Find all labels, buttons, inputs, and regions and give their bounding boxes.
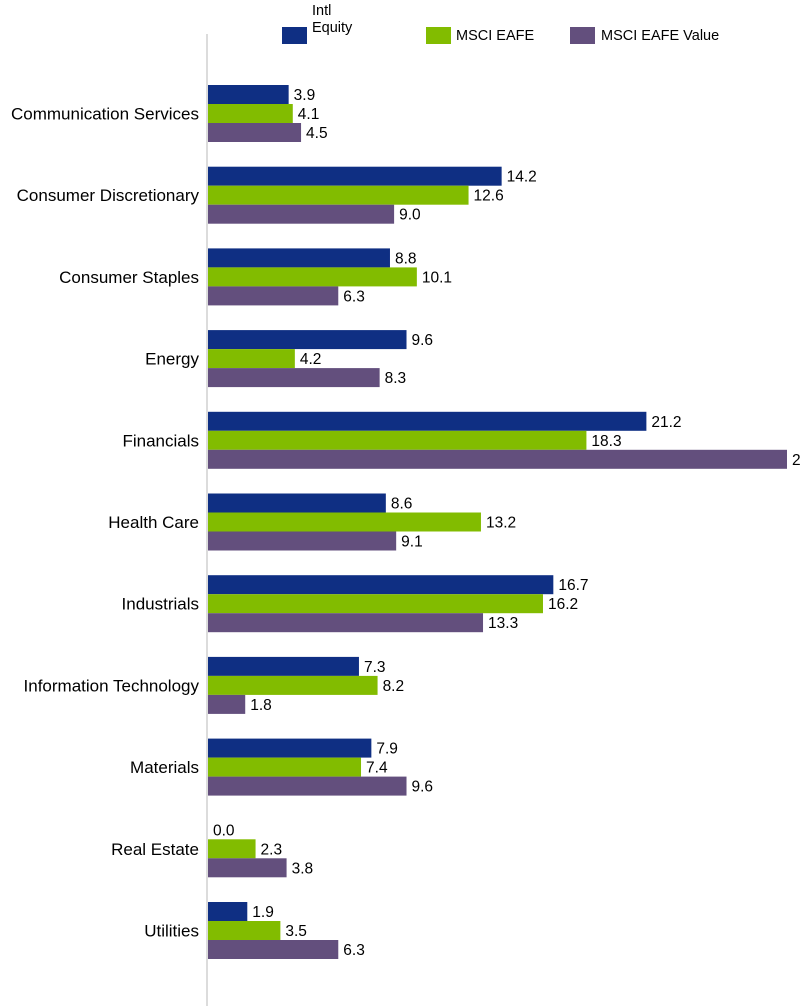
category-label: Communication Services <box>11 105 199 124</box>
value-label-intl-equity: 3.9 <box>294 87 316 104</box>
category-label: Utilities <box>144 922 199 941</box>
bar-msci-eafe-value <box>208 286 339 306</box>
bar-msci-eafe <box>208 675 378 695</box>
category-group-real-estate: Real Estate 0.0 2.3 3.8 <box>111 822 314 878</box>
category-group-communication-services: Communication Services 3.9 4.1 4.5 <box>11 85 328 142</box>
value-label-intl-equity: 8.8 <box>395 250 417 267</box>
bar-intl-equity <box>208 902 248 921</box>
value-label-msci-eafe: 16.2 <box>548 596 578 613</box>
bar-msci-eafe-value <box>208 694 246 714</box>
legend-swatch-msci-eafe-value <box>570 27 595 44</box>
legend-label-msci-eafe-value: MSCI EAFE Value <box>601 28 719 44</box>
category-label: Materials <box>130 758 199 777</box>
bar-intl-equity <box>208 493 386 513</box>
value-label-msci-eafe: 3.5 <box>285 923 307 940</box>
value-label-msci-eafe: 12.6 <box>474 188 504 205</box>
value-label-intl-equity: 21.2 <box>651 414 681 431</box>
bar-msci-eafe-value <box>208 368 380 388</box>
bar-msci-eafe-value <box>208 531 397 551</box>
bar-intl-equity <box>208 656 359 676</box>
category-group-consumer-discretionary: Consumer Discretionary 14.212.6 9.0 <box>17 166 537 224</box>
value-label-intl-equity: 0.0 <box>213 822 235 839</box>
bar-msci-eafe <box>208 185 469 205</box>
bar-msci-eafe-value <box>208 123 302 142</box>
value-label-intl-equity: 8.6 <box>391 496 413 513</box>
bar-intl-equity <box>208 411 647 431</box>
bar-msci-eafe <box>208 512 481 532</box>
bar-msci-eafe <box>208 594 543 614</box>
value-label-msci-eafe-value: 9.1 <box>401 534 423 551</box>
legend-label-intl-equity-line-1: Intl <box>312 3 331 19</box>
value-label-msci-eafe: 8.2 <box>383 678 405 695</box>
bar-msci-eafe-value <box>208 858 287 878</box>
category-label: Consumer Staples <box>59 268 199 287</box>
value-label-msci-eafe: 4.1 <box>298 106 320 123</box>
value-label-msci-eafe: 10.1 <box>422 269 452 286</box>
value-label-intl-equity: 1.9 <box>252 904 274 921</box>
value-label-intl-equity: 7.3 <box>364 659 386 676</box>
value-label-msci-eafe-value: 9.0 <box>399 207 421 224</box>
category-group-health-care: Health Care 8.6 13.2 9.1 <box>108 493 516 551</box>
value-label-msci-eafe-value: 13.3 <box>488 615 518 632</box>
value-label-msci-eafe-value: 6.3 <box>343 288 365 305</box>
bar-msci-eafe-value <box>208 940 339 959</box>
bar-msci-eafe-value <box>208 204 395 224</box>
bar-msci-eafe-value <box>208 613 484 633</box>
bar-msci-eafe <box>208 349 295 369</box>
bar-intl-equity <box>208 248 390 268</box>
value-label-intl-equity: 7.9 <box>376 741 398 758</box>
bar-intl-equity <box>208 330 407 350</box>
value-label-msci-eafe-value: 1.8 <box>250 697 272 714</box>
category-label: Energy <box>145 350 199 369</box>
category-label: Industrials <box>122 595 199 614</box>
category-label: Health Care <box>108 513 199 532</box>
bar-msci-eafe <box>208 921 281 940</box>
bar-msci-eafe <box>208 839 256 859</box>
legend-swatch-intl-equity <box>282 27 307 44</box>
category-group-industrials: Industrials 16.7 16.2 13.3 <box>122 575 589 633</box>
category-group-utilities: Utilities 1.9 3.5 6.3 <box>144 902 365 959</box>
legend-label-intl-equity-line-2: Equity <box>312 20 353 36</box>
value-label-intl-equity: 14.2 <box>507 169 537 186</box>
bar-msci-eafe-value <box>208 449 787 469</box>
bar-msci-eafe <box>208 267 417 287</box>
value-label-msci-eafe-value: 4.5 <box>306 125 328 142</box>
value-label-intl-equity: 9.6 <box>412 332 434 349</box>
category-group-materials: Materials 7.9 7.4 9.6 <box>130 738 434 796</box>
bar-msci-eafe <box>208 757 362 777</box>
bar-msci-eafe-value <box>208 776 407 796</box>
bar-intl-equity <box>208 85 289 104</box>
category-group-consumer-staples: Consumer Staples 8.8 10.1 6.3 <box>59 248 452 306</box>
category-group-energy: Energy 9.6 4.2 8.3 <box>145 330 434 388</box>
category-label: Information Technology <box>24 676 200 695</box>
category-label: Consumer Discretionary <box>17 186 200 205</box>
value-label-intl-equity: 16.7 <box>558 577 588 594</box>
value-label-msci-eafe: 4.2 <box>300 351 322 368</box>
value-label-msci-eafe-value: 9.6 <box>412 779 434 796</box>
bar-msci-eafe <box>208 430 587 450</box>
value-label-msci-eafe: 2.3 <box>261 841 283 858</box>
value-label-msci-eafe-value: 6.3 <box>343 942 365 959</box>
category-group-financials: Financials 21.2 18.3 28.0 <box>122 411 801 469</box>
bar-intl-equity <box>208 738 372 758</box>
value-label-msci-eafe: 7.4 <box>366 760 388 777</box>
value-label-msci-eafe-value: 8.3 <box>385 370 407 387</box>
legend-swatch-msci-eafe <box>426 27 451 44</box>
legend-label-msci-eafe: MSCI EAFE <box>456 28 534 44</box>
value-label-msci-eafe: 18.3 <box>591 433 621 450</box>
category-label: Financials <box>122 431 199 450</box>
bar-intl-equity <box>208 575 554 595</box>
value-label-msci-eafe-value: 3.8 <box>292 860 314 877</box>
category-group-information-technology: Information Technology 7.3 8.2 1.8 <box>24 656 405 714</box>
bar-msci-eafe <box>208 104 293 123</box>
bar-intl-equity <box>208 166 502 186</box>
value-label-msci-eafe: 13.2 <box>486 515 516 532</box>
category-label: Real Estate <box>111 840 199 859</box>
plot-area: Communication Services 3.9 4.1 4.5 Consumer … <box>11 85 801 959</box>
value-label-msci-eafe-value: 28.0 <box>792 452 801 469</box>
